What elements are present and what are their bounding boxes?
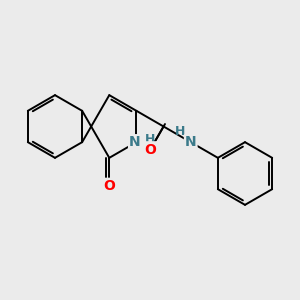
Text: H: H: [175, 125, 185, 138]
Text: N: N: [185, 135, 197, 149]
Text: H: H: [144, 133, 155, 146]
Text: O: O: [144, 142, 156, 157]
Text: N: N: [129, 135, 141, 149]
Text: O: O: [103, 179, 115, 193]
